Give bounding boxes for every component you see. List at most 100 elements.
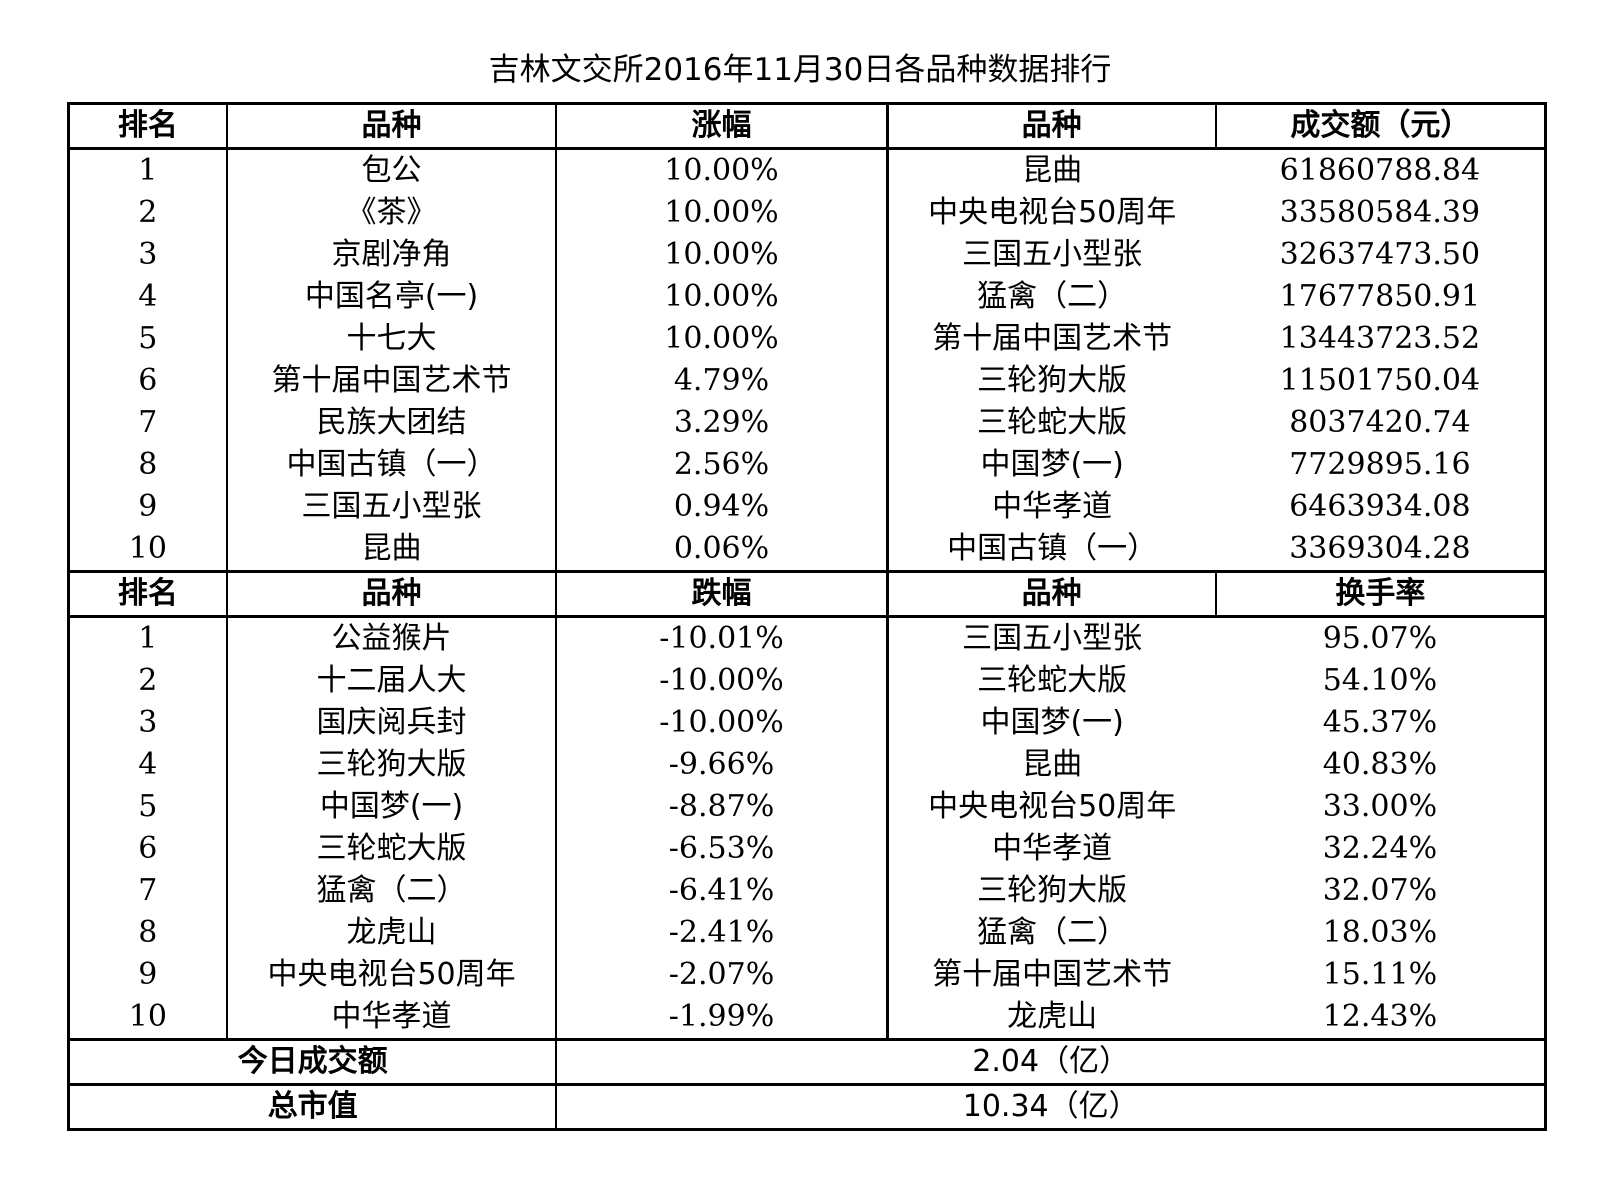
bottom-table-row: 1 公益猴片 -10.01% 三国五小型张 95.07%: [66, 616, 1547, 660]
top-rank-cell: 3: [66, 234, 228, 276]
top-name2-cell: 第十届中国艺术节: [932, 321, 1173, 356]
top-value-cell: 4.79%: [556, 360, 889, 402]
bottom-rank-cell: 8: [66, 912, 228, 954]
today-volume-value: 2.04（亿）: [556, 1038, 1548, 1086]
top-name-cell: 《茶》: [226, 192, 558, 234]
top-value2-cell: 3369304.28: [1215, 528, 1547, 572]
bottom-table-row: 10 中华孝道 -1.99% 龙虎山 12.43%: [66, 996, 1547, 1040]
top-table-row: 4 中国名亭(一) 10.00% 猛禽（二） 17677850.91: [66, 276, 1547, 318]
bottom-name2-cell: 猛禽（二）: [977, 915, 1128, 950]
bottom-rank-cell: 1: [66, 616, 228, 660]
bottom-table-row: 2 十二届人大 -10.00% 三轮蛇大版 54.10%: [66, 660, 1547, 702]
bottom-value2-cell: 95.07%: [1215, 616, 1547, 660]
bottom-table-row: 9 中央电视台50周年 -2.07% 第十届中国艺术节 15.11%: [66, 954, 1547, 996]
top-rank-cell: 1: [66, 148, 228, 192]
top-name2-cell: 中国梦(一): [980, 447, 1124, 482]
top-name2-cell: 中央电视台50周年: [928, 195, 1177, 230]
top-rank-cell: 2: [66, 192, 228, 234]
top-table-row: 5 十七大 10.00% 第十届中国艺术节 13443723.52: [66, 318, 1547, 360]
bottom-table-row: 7 猛禽（二） -6.41% 三轮狗大版 32.07%: [66, 870, 1547, 912]
market-value-label: 总市值: [67, 1083, 558, 1131]
top-rank-cell: 4: [66, 276, 228, 318]
bottom-name2-cell: 龙虎山: [1007, 999, 1098, 1034]
bottom-table-row: 5 中国梦(一) -8.87% 中央电视台50周年 33.00%: [66, 786, 1547, 828]
bottom-value2-cell: 32.07%: [1215, 870, 1547, 912]
top-table-row: 1 包公 10.00% 昆曲 61860788.84: [66, 148, 1547, 192]
bottom-value-cell: -6.53%: [556, 828, 889, 870]
top-rank-cell: 6: [66, 360, 228, 402]
top-value2-cell: 7729895.16: [1215, 444, 1547, 486]
bottom-rank-cell: 5: [66, 786, 228, 828]
bottom-rank-cell: 9: [66, 954, 228, 996]
bottom-rank-cell: 7: [66, 870, 228, 912]
bottom-value2-cell: 12.43%: [1215, 996, 1547, 1040]
header-loss-name: 品种: [226, 570, 558, 618]
top-name2-cell: 猛禽（二）: [977, 279, 1128, 314]
top-value2-cell: 33580584.39: [1215, 192, 1547, 234]
bottom-name-cell: 十二届人大: [226, 660, 558, 702]
top-value-cell: 0.94%: [556, 486, 889, 528]
bottom-table-row: 6 三轮蛇大版 -6.53% 中华孝道 32.24%: [66, 828, 1547, 870]
top-name-cell: 第十届中国艺术节: [226, 360, 558, 402]
top-name-cell: 民族大团结: [226, 402, 558, 444]
top-table-row: 9 三国五小型张 0.94% 中华孝道 6463934.08: [66, 486, 1547, 528]
top-value-cell: 2.56%: [556, 444, 889, 486]
top-value-cell: 0.06%: [556, 528, 889, 572]
summary-row-market: 总市值 10.34（亿）: [67, 1083, 1548, 1131]
header-gain-name: 品种: [226, 102, 558, 150]
top-value2-cell: 32637473.50: [1215, 234, 1547, 276]
bottom-name2-cell: 中央电视台50周年: [928, 789, 1177, 824]
bottom-table-row: 4 三轮狗大版 -9.66% 昆曲 40.83%: [66, 744, 1547, 786]
page-title: 吉林文交所2016年11月30日各品种数据排行: [488, 52, 1112, 88]
header-loss: 跌幅: [556, 570, 889, 618]
top-value2-cell: 11501750.04: [1215, 360, 1547, 402]
bottom-name-cell: 国庆阅兵封: [226, 702, 558, 744]
top-value2-cell: 6463934.08: [1215, 486, 1547, 528]
bottom-name2-cell: 第十届中国艺术节: [932, 957, 1173, 992]
top-header-row: 排名 品种 涨幅 品种 成交额（元）: [66, 102, 1547, 150]
bottom-value-cell: -10.00%: [556, 660, 889, 702]
header-volume: 成交额（元）: [1215, 102, 1547, 150]
bottom-name2-cell: 中国梦(一): [980, 705, 1124, 740]
bottom-header-row: 排名 品种 跌幅 品种 换手率: [66, 570, 1547, 618]
bottom-value2-cell: 18.03%: [1215, 912, 1547, 954]
header-rank: 排名: [66, 570, 228, 618]
bottom-value2-cell: 45.37%: [1215, 702, 1547, 744]
top-rank-cell: 8: [66, 444, 228, 486]
bottom-value-cell: -10.01%: [556, 616, 889, 660]
bottom-value-cell: -6.41%: [556, 870, 889, 912]
bottom-name-cell: 公益猴片: [226, 616, 558, 660]
top-value-cell: 10.00%: [556, 192, 889, 234]
bottom-table-row: 3 国庆阅兵封 -10.00% 中国梦(一) 45.37%: [66, 702, 1547, 744]
bottom-rank-cell: 10: [66, 996, 228, 1040]
bottom-value-cell: -2.41%: [556, 912, 889, 954]
bottom-name-cell: 中国梦(一): [226, 786, 558, 828]
top-name2-cell: 中华孝道: [992, 489, 1113, 524]
ranking-table: 排名 品种 涨幅 品种 成交额（元） 1 包公 10.00% 昆曲 61860788.8…: [66, 102, 1548, 1131]
top-name2-cell: 三轮蛇大版: [977, 405, 1128, 440]
top-name2-cell: 三国五小型张: [962, 237, 1143, 272]
header-turnover: 换手率: [1215, 570, 1547, 618]
top-name-cell: 十七大: [226, 318, 558, 360]
top-table-row: 2 《茶》 10.00% 中央电视台50周年 33580584.39: [66, 192, 1547, 234]
bottom-table-row: 8 龙虎山 -2.41% 猛禽（二） 18.03%: [66, 912, 1547, 954]
bottom-value2-cell: 15.11%: [1215, 954, 1547, 996]
bottom-value-cell: -10.00%: [556, 702, 889, 744]
top-name2-cell: 中国古镇（一）: [947, 531, 1158, 566]
top-rank-cell: 10: [66, 528, 228, 572]
bottom-name2-cell: 昆曲: [1022, 747, 1083, 782]
top-name-cell: 京剧净角: [226, 234, 558, 276]
header-rank: 排名: [66, 102, 228, 150]
bottom-value2-cell: 40.83%: [1215, 744, 1547, 786]
top-table-row: 10 昆曲 0.06% 中国古镇（一） 3369304.28: [66, 528, 1547, 572]
bottom-rank-cell: 2: [66, 660, 228, 702]
bottom-name-cell: 三轮狗大版: [226, 744, 558, 786]
top-value-cell: 10.00%: [556, 276, 889, 318]
bottom-value-cell: -9.66%: [556, 744, 889, 786]
top-name2-cell: 三轮狗大版: [977, 363, 1128, 398]
today-volume-label: 今日成交额: [67, 1038, 558, 1086]
top-value-cell: 3.29%: [556, 402, 889, 444]
top-value-cell: 10.00%: [556, 234, 889, 276]
top-name-cell: 包公: [226, 148, 558, 192]
top-table-row: 6 第十届中国艺术节 4.79% 三轮狗大版 11501750.04: [66, 360, 1547, 402]
